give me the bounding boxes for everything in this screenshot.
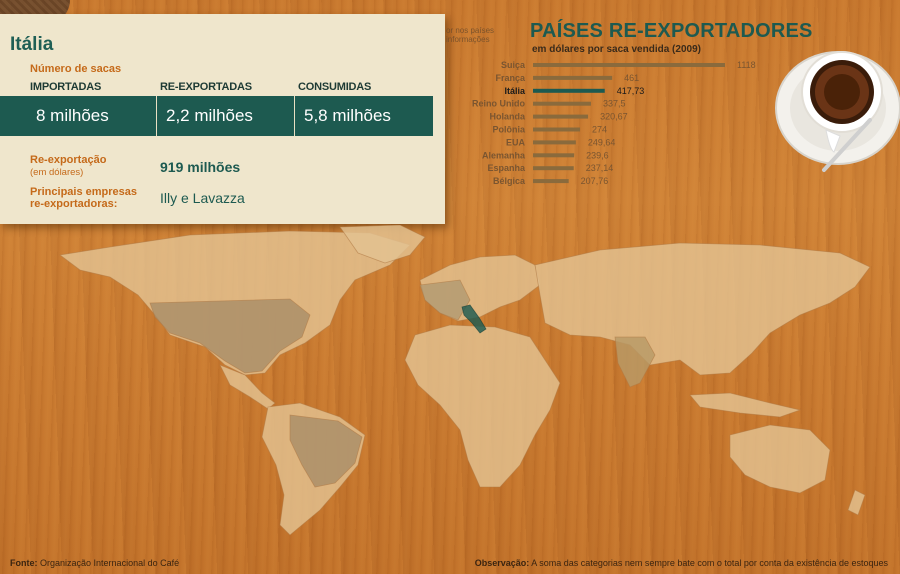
hint-line2: informações xyxy=(446,35,490,44)
reexport-label: Re-exportação (em dólares) xyxy=(30,154,106,179)
divider xyxy=(156,96,157,136)
reexport-sublabel: (em dólares) xyxy=(30,167,84,178)
bar-7 xyxy=(533,153,575,158)
footer: Fonte: Organização Internacional do Café… xyxy=(0,554,900,574)
chart-subtitle: em dólares por saca vendida (2009) xyxy=(532,44,701,55)
imported-header: IMPORTADAS xyxy=(30,81,102,93)
bar-label-8: Espanha xyxy=(487,163,526,173)
companies-label: Principais empresas re-exportadoras: xyxy=(30,186,137,210)
coffee-cup-image xyxy=(775,51,900,172)
bar-label-7: Alemanha xyxy=(482,150,526,160)
map-greenland xyxy=(339,225,426,264)
card-hint-text: or nos países informações xyxy=(446,26,494,44)
bar-value-0: 1118 xyxy=(737,60,756,70)
reexport-bar-chart: Suiça 1118 França 461 Itália 417,73 Reino Unid… xyxy=(472,60,756,186)
italy-info-card: Itália Número de sacas IMPORTADAS RE-EXP… xyxy=(0,14,445,224)
bar-4 xyxy=(533,114,589,119)
imported-value: 8 milhões xyxy=(36,106,109,125)
bar-label-5: Polônia xyxy=(492,125,525,135)
bar-label-9: Bélgica xyxy=(493,176,526,186)
map-central-america xyxy=(219,364,276,410)
reexported-value: 2,2 milhões xyxy=(166,106,253,125)
reexport-label-text: Re-exportação xyxy=(30,154,107,166)
bar-label-6: EUA xyxy=(506,137,526,147)
bar-0 xyxy=(533,63,725,67)
hint-line1: or nos países xyxy=(446,26,495,35)
note-label: Observação: xyxy=(474,558,530,568)
bar-label-2: Itália xyxy=(504,86,526,96)
map-new-zealand xyxy=(847,489,866,516)
bar-6 xyxy=(533,140,576,145)
consumed-value: 5,8 milhões xyxy=(304,106,391,125)
reexport-value: 919 milhões xyxy=(160,159,241,175)
bar-value-3: 337,5 xyxy=(603,99,626,109)
map-australia xyxy=(729,424,831,494)
bar-label-4: Holanda xyxy=(489,112,525,122)
bar-value-5: 274 xyxy=(592,125,607,135)
map-asia xyxy=(534,242,871,376)
observation-note: Observação: A soma das categorias nem se… xyxy=(475,558,888,568)
bar-1 xyxy=(533,75,613,80)
bar-label-1: França xyxy=(495,73,526,83)
bar-value-9: 207,76 xyxy=(581,176,609,186)
card-title: Itália xyxy=(10,34,54,55)
bar-label-0: Suiça xyxy=(501,60,526,70)
sacks-values-band: 8 milhões 2,2 milhões 5,8 milhões xyxy=(0,96,433,136)
bar-3 xyxy=(533,101,591,106)
chart-title: PAÍSES RE-EXPORTADORES xyxy=(530,20,813,42)
bar-8 xyxy=(533,166,574,171)
map-indonesia xyxy=(689,392,802,418)
bar-value-2: 417,73 xyxy=(617,86,645,96)
map-usa xyxy=(149,298,311,374)
source-label: Fonte: xyxy=(10,558,38,568)
bar-value-7: 239,6 xyxy=(586,150,609,160)
companies-value: Illy e Lavazza xyxy=(160,190,245,206)
bar-9 xyxy=(533,179,569,184)
map-africa xyxy=(404,324,561,488)
note-text: A soma das categorias nem sempre bate co… xyxy=(531,558,888,568)
map-italy xyxy=(461,304,487,334)
source-text: Organização Internacional do Café xyxy=(40,558,180,568)
bar-value-6: 249,64 xyxy=(588,137,616,147)
companies-label-line2: re-exportadoras: xyxy=(30,198,118,210)
world-map xyxy=(59,225,871,536)
map-western-europe xyxy=(419,279,471,321)
companies-label-line1: Principais empresas xyxy=(30,186,138,198)
sacks-label: Número de sacas xyxy=(30,63,122,75)
map-brazil xyxy=(289,414,363,488)
consumed-header: CONSUMIDAS xyxy=(298,81,372,93)
bar-value-4: 320,67 xyxy=(600,112,628,122)
bar-5 xyxy=(533,127,581,132)
bar-value-1: 461 xyxy=(624,73,639,83)
reexported-header: RE-EXPORTADAS xyxy=(160,81,252,93)
bar-2 xyxy=(533,88,605,93)
map-india xyxy=(614,336,656,388)
bar-label-3: Reino Unido xyxy=(472,99,525,109)
divider xyxy=(294,96,295,136)
bar-value-8: 237,14 xyxy=(586,163,614,173)
source-note: Fonte: Organização Internacional do Café xyxy=(10,558,179,568)
